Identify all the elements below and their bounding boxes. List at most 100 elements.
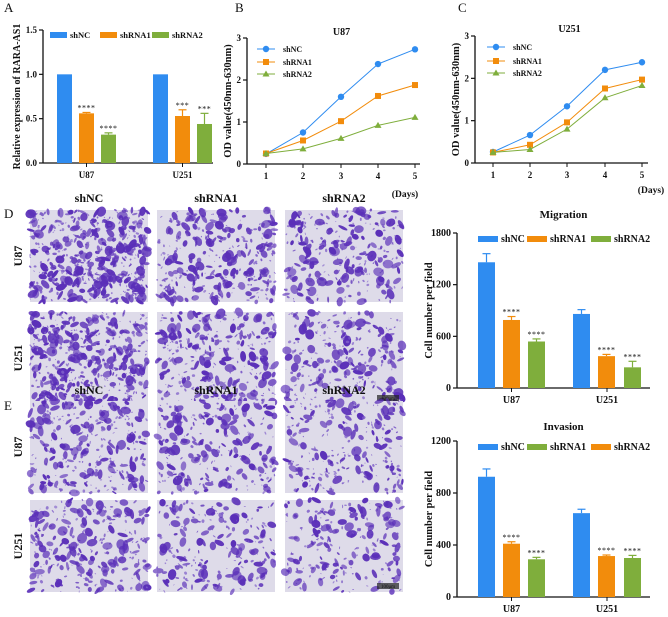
stained-cell: [224, 276, 227, 278]
stained-cell: [331, 210, 336, 217]
stained-cell: [343, 299, 346, 303]
legend-swatch: [100, 32, 117, 38]
stained-cell: [286, 225, 290, 228]
stained-cell: [309, 290, 311, 292]
stained-cell: [59, 427, 61, 430]
bar-shNC-U251: [573, 313, 590, 388]
stained-cell: [78, 286, 80, 288]
stained-cell: [369, 208, 373, 212]
stained-cell: [57, 255, 58, 257]
stained-cell: [74, 265, 84, 276]
stained-cell: [203, 289, 207, 293]
stained-cell: [382, 217, 385, 219]
stained-cell: [195, 240, 198, 247]
stained-cell: [94, 236, 97, 241]
stained-cell: [55, 241, 63, 250]
stained-cell: [91, 219, 97, 224]
stained-cell: [84, 280, 86, 283]
stained-cell: [184, 219, 188, 222]
stained-cell: [304, 251, 311, 260]
stained-cell: [176, 211, 179, 213]
stained-cell: [95, 272, 97, 275]
stained-cell: [129, 258, 132, 261]
stained-cell: [100, 260, 104, 264]
stained-cell: [133, 257, 136, 259]
stained-cell: [259, 268, 270, 278]
bar-shRNA1-U87: [503, 543, 520, 597]
stained-cell: [364, 222, 367, 224]
stained-cell: [194, 273, 198, 282]
stained-cell: [44, 296, 48, 300]
stained-cell: [323, 271, 326, 273]
stained-cell: [134, 321, 137, 324]
stained-cell: [321, 242, 326, 246]
legend-label: shRNA2: [283, 70, 312, 79]
bar-shNC-U251: [153, 74, 168, 163]
stained-cell: [346, 266, 355, 275]
stained-cell: [300, 221, 304, 230]
stained-cell: [32, 225, 34, 228]
stained-cell: [351, 233, 359, 240]
stained-cell: [397, 220, 405, 230]
bar-shRNA1-U251: [598, 556, 615, 597]
stained-cell: [49, 247, 52, 249]
stained-cell: [350, 245, 356, 251]
stained-cell: [167, 254, 169, 256]
stained-cell: [335, 221, 337, 223]
stained-cell: [363, 250, 367, 254]
stained-cell: [377, 257, 383, 263]
stained-cell: [95, 272, 98, 273]
stained-cell: [141, 221, 143, 224]
stained-cell: [344, 296, 346, 298]
stained-cell: [271, 250, 276, 255]
row-label: U251: [11, 533, 25, 560]
stained-cell: [348, 267, 351, 270]
bar-shRNA2-U87: [101, 134, 116, 163]
stained-cell: [164, 258, 169, 265]
stained-cell: [28, 219, 36, 224]
stained-cell: [131, 273, 132, 275]
micrograph-invasion-shNC-U251: [26, 497, 152, 595]
stained-cell: [31, 217, 38, 228]
stained-cell: [156, 573, 159, 577]
stained-cell: [174, 261, 184, 265]
stained-cell: [222, 279, 230, 289]
stained-cell: [124, 256, 127, 259]
stained-cell: [53, 229, 56, 231]
stained-cell: [111, 247, 117, 252]
stained-cell: [260, 289, 264, 292]
legend-swatch: [591, 236, 611, 242]
stained-cell: [307, 286, 317, 297]
stained-cell: [272, 243, 277, 249]
stained-cell: [138, 222, 143, 225]
stained-cell: [100, 256, 111, 262]
stained-cell: [130, 263, 132, 266]
y-tick-label: 1: [237, 117, 242, 127]
legend-marker: [492, 43, 500, 51]
stained-cell: [101, 241, 107, 246]
legend-label: shRNA1: [550, 442, 586, 453]
stained-cell: [199, 239, 202, 242]
stained-cell: [162, 251, 166, 255]
stained-cell: [181, 272, 188, 276]
stained-cell: [215, 254, 218, 257]
stained-cell: [132, 288, 135, 291]
stained-cell: [256, 292, 259, 294]
stained-cell: [304, 232, 306, 236]
stained-cell: [246, 299, 250, 302]
stained-cell: [35, 210, 37, 212]
stained-cell: [377, 211, 387, 215]
stained-cell: [290, 240, 294, 246]
stained-cell: [359, 217, 362, 221]
stained-cell: [228, 269, 230, 271]
stained-cell: [178, 236, 181, 240]
stained-cell: [134, 292, 137, 297]
stained-cell: [59, 220, 63, 224]
stained-cell: [214, 299, 216, 302]
stained-cell: [164, 285, 168, 289]
stained-cell: [32, 290, 40, 299]
stained-cell: [398, 253, 400, 256]
stained-cell: [73, 209, 78, 214]
stained-cell: [121, 357, 126, 361]
legend-label: shRNA2: [513, 69, 542, 78]
